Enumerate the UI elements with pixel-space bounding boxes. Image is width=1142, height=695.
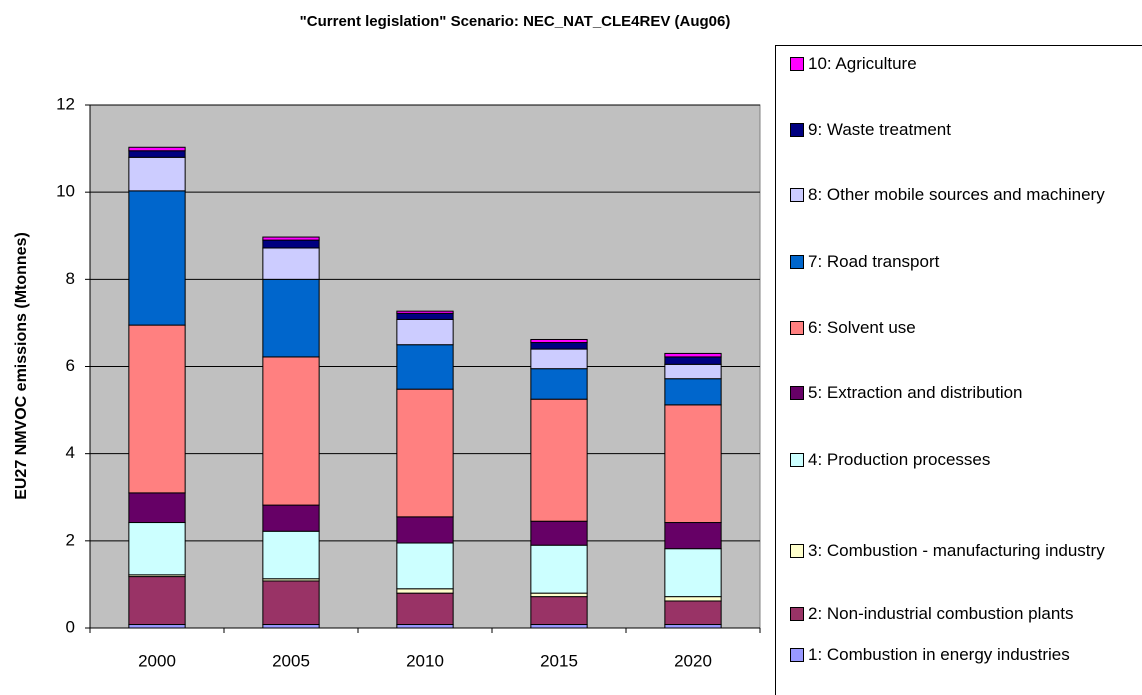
bar-segment: [396, 588, 454, 594]
bar-segment: [128, 576, 186, 626]
bar-segment: [530, 368, 588, 400]
bar-segment: [128, 150, 186, 158]
bar-segment: [530, 592, 588, 598]
bar-segment: [128, 146, 186, 152]
y-tick-label: 10: [56, 182, 75, 201]
bar-segment: [664, 522, 722, 550]
legend-swatch: [790, 607, 804, 621]
y-tick-label: 2: [66, 530, 75, 549]
bar-segment: [262, 239, 320, 249]
bar-segment: [396, 344, 454, 390]
bar-segment: [262, 580, 320, 626]
legend-swatch: [790, 255, 804, 269]
legend-label: 4: Production processes: [808, 450, 991, 469]
bar-segment: [396, 516, 454, 544]
legend-entry: 10: Agriculture: [790, 51, 1142, 76]
legend-swatch: [790, 123, 804, 137]
x-tick-label: 2000: [138, 651, 176, 670]
legend-swatch: [790, 57, 804, 71]
bar-segment: [530, 624, 588, 629]
bar-segment: [262, 356, 320, 506]
y-tick-label: 6: [66, 356, 75, 375]
bar-segment: [664, 548, 722, 598]
bar-segment: [396, 312, 454, 320]
legend-entry: 8: Other mobile sources and machinery: [790, 182, 1142, 207]
legend-label: 10: Agriculture: [808, 54, 917, 73]
y-tick-label: 8: [66, 269, 75, 288]
bar-segment: [128, 190, 186, 326]
y-tick-label: 12: [56, 94, 75, 113]
legend-entry: 7: Road transport: [790, 249, 1142, 274]
legend-swatch: [790, 648, 804, 662]
bar-segment: [128, 522, 186, 576]
legend-entry: 5: Extraction and distribution: [790, 380, 1142, 405]
bar-segment: [530, 342, 588, 350]
bar-segment: [396, 592, 454, 626]
bar-segment: [262, 624, 320, 629]
legend-entry: 4: Production processes: [790, 447, 1142, 472]
bar-segment: [128, 156, 186, 192]
legend-label: 1: Combustion in energy industries: [808, 645, 1070, 664]
bar-segment: [664, 596, 722, 602]
bar-segment: [262, 247, 320, 280]
legend-label: 7: Road transport: [808, 252, 940, 271]
bar-segment: [396, 310, 454, 314]
legend-label: 9: Waste treatment: [808, 120, 951, 139]
bar-segment: [664, 352, 722, 358]
bar-segment: [396, 318, 454, 346]
bar-segment: [530, 338, 588, 344]
bar-segment: [262, 504, 320, 532]
legend-entry: 6: Solvent use: [790, 315, 1142, 340]
bar-segment: [530, 520, 588, 546]
bar-segment: [664, 363, 722, 380]
legend-entry: 3: Combustion - manufacturing industry: [790, 538, 1142, 563]
y-tick-label: 0: [66, 617, 75, 636]
bar-segment: [128, 492, 186, 524]
bar-segment: [396, 542, 454, 590]
bar-segment: [530, 348, 588, 370]
legend-label: 2: Non-industrial combustion plants: [808, 604, 1074, 623]
y-axis-label: EU27 NMVOC emissions (Mtonnes): [13, 232, 30, 500]
legend-label: 5: Extraction and distribution: [808, 383, 1023, 402]
legend-label: 6: Solvent use: [808, 318, 916, 337]
bar-segment: [664, 356, 722, 365]
bar-segment: [664, 624, 722, 629]
legend-swatch: [790, 544, 804, 558]
x-tick-label: 2005: [272, 651, 310, 670]
legend-label: 3: Combustion - manufacturing industry: [808, 541, 1105, 560]
bar-segment: [262, 236, 320, 241]
bar-segment: [128, 624, 186, 629]
bar-segment: [262, 278, 320, 358]
legend-swatch: [790, 321, 804, 335]
x-tick-label: 2020: [674, 651, 712, 670]
bar-segment: [530, 398, 588, 522]
bar-segment: [664, 378, 722, 406]
legend-entry: 2: Non-industrial combustion plants: [790, 601, 1142, 626]
legend-entry: 9: Waste treatment: [790, 117, 1142, 142]
bar-segment: [396, 624, 454, 629]
legend: 1: Combustion in energy industries 2: Non…: [775, 45, 1142, 695]
legend-swatch: [790, 188, 804, 202]
bar-segment: [396, 388, 454, 518]
x-tick-label: 2010: [406, 651, 444, 670]
y-tick-label: 4: [66, 443, 75, 462]
bar-segment: [530, 544, 588, 594]
legend-swatch: [790, 453, 804, 467]
legend-entry: 1: Combustion in energy industries: [790, 642, 1142, 667]
bar-segment: [664, 600, 722, 626]
bar-segment: [128, 324, 186, 494]
bar-segment: [664, 404, 722, 524]
x-tick-label: 2015: [540, 651, 578, 670]
legend-label: 8: Other mobile sources and machinery: [808, 185, 1105, 204]
bar-segment: [530, 596, 588, 626]
bar-segment: [262, 530, 320, 580]
chart-title: "Current legislation" Scenario: NEC_NAT_…: [300, 13, 731, 30]
legend-swatch: [790, 386, 804, 400]
